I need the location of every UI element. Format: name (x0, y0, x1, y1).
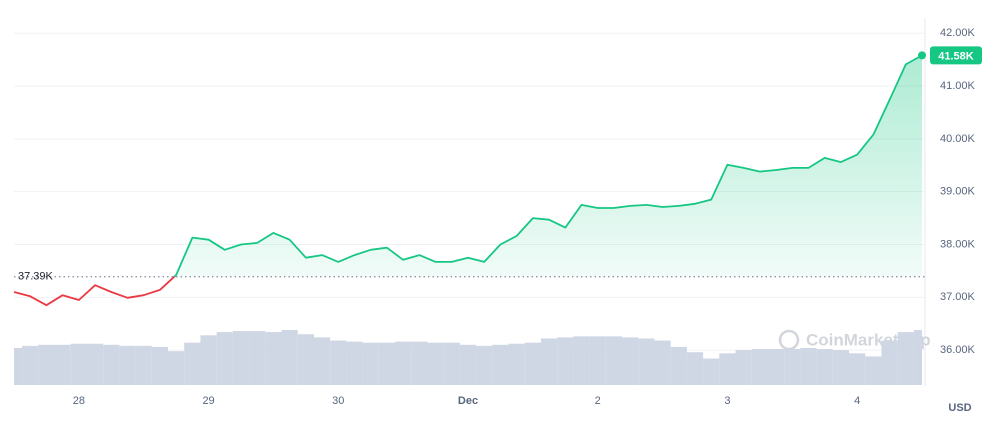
volume-bar (249, 331, 266, 385)
y-tick-label: 41.00K (940, 80, 976, 92)
x-tick-label: 3 (724, 395, 730, 407)
x-tick-label: 4 (854, 395, 860, 407)
volume-bar (411, 341, 428, 385)
x-axis-label: USD (948, 402, 971, 414)
volume-bar (800, 347, 817, 385)
volume-bar (589, 336, 606, 385)
volume-bar (492, 344, 509, 385)
volume-bar (881, 340, 898, 385)
volume-bar (751, 349, 768, 385)
volume-bar (168, 351, 185, 385)
volume-bar (443, 342, 460, 385)
volume-bar (119, 345, 136, 385)
volume-bar (524, 342, 541, 385)
last-point (918, 51, 926, 60)
y-tick-label: 42.00K (940, 27, 976, 39)
volume-bar (735, 350, 752, 385)
volume-bar (151, 346, 169, 385)
volume-bar (508, 343, 525, 385)
volume-bar (200, 335, 217, 385)
volume-bar (638, 338, 655, 385)
volume-bar (767, 349, 785, 385)
current-price-label: 41.58K (938, 50, 974, 62)
volume-bar (362, 342, 379, 385)
volume-bar (38, 344, 55, 385)
volume-bar (330, 340, 347, 385)
volume-bar (297, 334, 314, 385)
y-tick-label: 37.00K (940, 291, 976, 303)
volume-bar (686, 352, 704, 385)
y-tick-label: 40.00K (940, 133, 976, 145)
y-tick-label: 38.00K (940, 238, 976, 250)
volume-bar (605, 336, 623, 385)
volume-bar (395, 341, 412, 385)
volume-bar (573, 336, 590, 385)
x-tick-label: 30 (332, 395, 344, 407)
x-tick-label: Dec (458, 395, 478, 407)
volume-bar (703, 358, 720, 385)
current-price-badge (930, 46, 982, 65)
volume-bar (719, 353, 736, 385)
volume-bar (184, 342, 201, 385)
volume-bar (86, 343, 104, 385)
volume-bar (849, 353, 866, 385)
volume-bar (913, 330, 922, 385)
volume-bar (54, 344, 71, 385)
volume-bar (216, 332, 233, 385)
volume-bar (135, 345, 152, 385)
volume-bar (232, 331, 250, 385)
volume-bar (897, 332, 914, 385)
y-tick-label: 36.00K (940, 344, 976, 356)
x-tick-label: 28 (73, 395, 85, 407)
volume-bar (476, 345, 493, 385)
volume-bar (459, 344, 477, 385)
x-tick-label: 2 (595, 395, 601, 407)
volume-bar (557, 337, 574, 385)
price-line (13, 54, 923, 307)
volume-bar (654, 340, 671, 385)
volume-bar (832, 350, 850, 385)
volume-bar (378, 342, 396, 385)
y-tick-label: 39.00K (940, 186, 976, 198)
volume-bar (70, 343, 87, 385)
volume-bar (816, 349, 833, 385)
volume-bar (14, 347, 23, 385)
reference-label: 37.39K (18, 271, 54, 283)
volume-bar (265, 332, 282, 385)
volume-bar (313, 337, 331, 385)
volume-bar (540, 338, 558, 385)
volume-bar (622, 337, 639, 385)
x-tick-label: 29 (202, 395, 214, 407)
volume-bar (427, 342, 444, 385)
volume-bar (103, 344, 120, 385)
volume-bar (281, 330, 298, 385)
volume-bar (346, 341, 363, 385)
volume-bar (865, 356, 882, 385)
volume-bar (670, 346, 687, 385)
volume-bar (22, 345, 39, 385)
volume-bar (784, 349, 801, 385)
price-area (174, 55, 922, 277)
